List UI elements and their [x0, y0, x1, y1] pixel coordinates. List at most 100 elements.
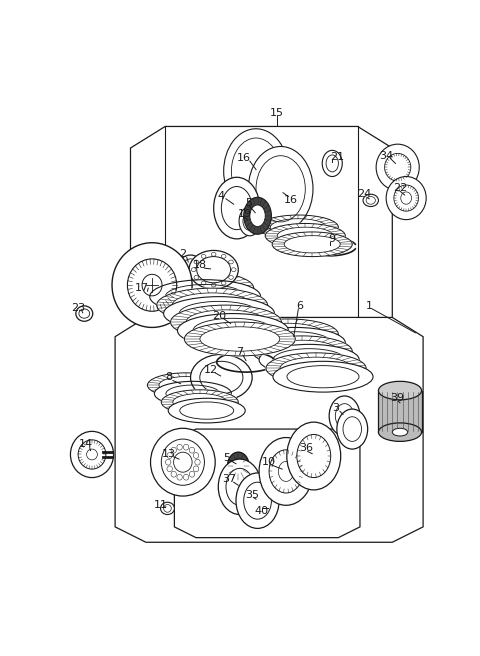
- Ellipse shape: [278, 461, 294, 482]
- Ellipse shape: [78, 440, 106, 469]
- Text: 35: 35: [245, 489, 259, 499]
- Ellipse shape: [265, 352, 367, 384]
- Text: 8: 8: [166, 373, 173, 382]
- Ellipse shape: [160, 389, 239, 415]
- Ellipse shape: [184, 321, 296, 357]
- Text: 5: 5: [223, 453, 230, 462]
- Text: 18: 18: [193, 260, 207, 270]
- Ellipse shape: [184, 259, 197, 268]
- Ellipse shape: [170, 304, 282, 340]
- Text: 40: 40: [254, 506, 268, 516]
- Ellipse shape: [264, 222, 346, 249]
- Text: 10: 10: [262, 457, 276, 467]
- Ellipse shape: [236, 473, 279, 528]
- Ellipse shape: [343, 417, 361, 441]
- Ellipse shape: [256, 155, 305, 222]
- Ellipse shape: [197, 256, 230, 283]
- Ellipse shape: [378, 423, 421, 441]
- Ellipse shape: [233, 459, 244, 474]
- Ellipse shape: [394, 185, 419, 211]
- Text: 36: 36: [299, 443, 313, 453]
- Text: 39: 39: [390, 393, 404, 403]
- Polygon shape: [115, 318, 423, 543]
- Ellipse shape: [155, 381, 231, 406]
- Ellipse shape: [200, 361, 243, 394]
- Ellipse shape: [127, 259, 177, 311]
- Ellipse shape: [273, 361, 373, 392]
- Ellipse shape: [271, 231, 353, 257]
- Ellipse shape: [156, 287, 268, 323]
- Text: 6: 6: [296, 301, 303, 311]
- Text: 7: 7: [236, 347, 243, 357]
- Text: 34: 34: [379, 151, 393, 161]
- Ellipse shape: [269, 450, 303, 493]
- Ellipse shape: [259, 438, 313, 505]
- Text: 22: 22: [393, 183, 407, 193]
- Ellipse shape: [401, 192, 411, 204]
- Ellipse shape: [239, 207, 261, 236]
- Text: 14: 14: [79, 440, 93, 449]
- Text: 9: 9: [329, 234, 336, 244]
- Ellipse shape: [151, 428, 215, 496]
- Ellipse shape: [79, 309, 90, 318]
- Ellipse shape: [392, 428, 408, 436]
- Text: 12: 12: [204, 365, 218, 375]
- Ellipse shape: [259, 344, 359, 375]
- Ellipse shape: [384, 154, 411, 181]
- Text: 16: 16: [284, 195, 298, 205]
- Ellipse shape: [243, 212, 257, 230]
- Ellipse shape: [322, 150, 342, 176]
- Text: 3: 3: [333, 403, 339, 413]
- Text: 15: 15: [270, 108, 284, 118]
- Ellipse shape: [174, 452, 192, 472]
- Ellipse shape: [244, 482, 271, 519]
- Ellipse shape: [112, 243, 192, 327]
- Ellipse shape: [363, 194, 378, 207]
- Ellipse shape: [376, 144, 419, 190]
- Ellipse shape: [226, 468, 254, 505]
- Text: 17: 17: [135, 283, 149, 293]
- Ellipse shape: [86, 449, 97, 460]
- Ellipse shape: [245, 327, 345, 358]
- Ellipse shape: [337, 409, 368, 449]
- Ellipse shape: [248, 146, 313, 231]
- Text: 4: 4: [218, 191, 225, 201]
- Polygon shape: [378, 390, 421, 432]
- Ellipse shape: [161, 439, 204, 485]
- Ellipse shape: [168, 398, 245, 423]
- Ellipse shape: [287, 422, 341, 490]
- Ellipse shape: [244, 197, 271, 234]
- Text: 24: 24: [357, 189, 371, 199]
- Ellipse shape: [297, 434, 331, 478]
- Ellipse shape: [238, 318, 339, 350]
- Ellipse shape: [164, 504, 171, 512]
- Text: 1: 1: [366, 301, 372, 311]
- Text: 16: 16: [237, 153, 251, 163]
- Polygon shape: [174, 429, 360, 538]
- Text: 5: 5: [245, 199, 252, 209]
- Ellipse shape: [218, 459, 262, 514]
- Ellipse shape: [180, 255, 201, 272]
- Ellipse shape: [250, 205, 265, 226]
- Ellipse shape: [189, 251, 238, 289]
- Ellipse shape: [228, 452, 249, 480]
- Ellipse shape: [71, 432, 114, 478]
- Ellipse shape: [142, 274, 162, 296]
- Ellipse shape: [147, 372, 225, 398]
- Ellipse shape: [378, 381, 421, 400]
- Text: 21: 21: [330, 152, 344, 162]
- Ellipse shape: [329, 396, 360, 436]
- Ellipse shape: [221, 186, 252, 230]
- Ellipse shape: [224, 129, 288, 213]
- Text: 19: 19: [238, 209, 252, 219]
- Ellipse shape: [160, 502, 174, 514]
- Text: 20: 20: [212, 311, 226, 321]
- Ellipse shape: [366, 197, 375, 204]
- Ellipse shape: [386, 176, 426, 220]
- Ellipse shape: [231, 138, 281, 204]
- Text: 13: 13: [162, 449, 176, 459]
- Text: 11: 11: [154, 499, 168, 510]
- Ellipse shape: [164, 297, 275, 331]
- Text: 23: 23: [71, 303, 85, 313]
- Ellipse shape: [326, 155, 338, 172]
